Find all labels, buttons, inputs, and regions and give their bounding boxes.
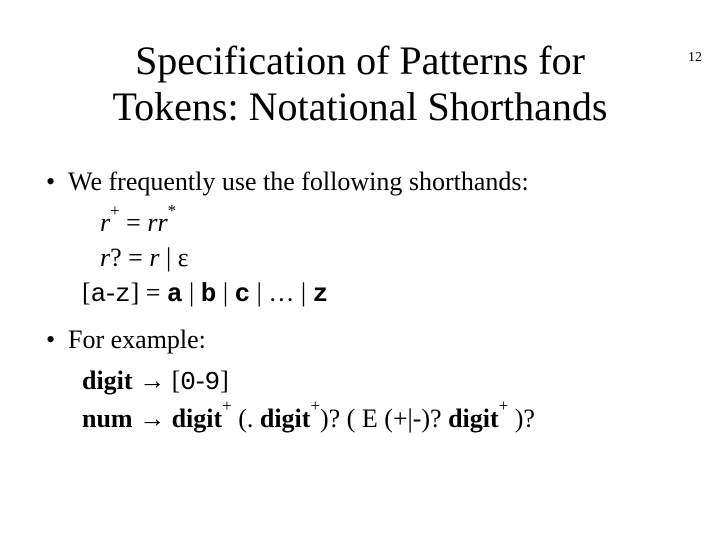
title-line-1: Specification of Patterns for — [135, 38, 585, 83]
star-sup: * — [168, 201, 176, 220]
plus-sup-3: + — [310, 396, 320, 415]
bullet-example-text: For example: — [68, 325, 206, 354]
r-var: r — [100, 208, 110, 237]
digit-name: digit — [82, 366, 133, 395]
shorthand-charclass: [a-z] = a | b | c | … | z — [46, 275, 674, 312]
lit-c: c — [235, 279, 251, 309]
e-part: )? ( E (+|-)? — [320, 404, 448, 433]
dash-2: - — [196, 366, 205, 395]
cc-z: z — [115, 279, 131, 309]
rbracket-2: ] — [220, 366, 229, 395]
dots: … — [268, 278, 294, 307]
slide: 12 Specification of Patterns for Tokens:… — [0, 38, 720, 540]
num-name: num — [82, 404, 133, 433]
plus-sup: + — [110, 201, 120, 220]
slide-body: We frequently use the following shorthan… — [46, 164, 674, 436]
cc-a: a — [91, 279, 107, 309]
bar-2: | — [183, 278, 201, 307]
digit-ref-2: digit — [260, 404, 311, 433]
dot-part: (. — [232, 404, 260, 433]
zero: 0 — [180, 367, 196, 397]
eq-2: = — [139, 278, 167, 307]
epsilon: ε — [178, 243, 189, 272]
bar-3: | — [216, 278, 234, 307]
lbracket: [ — [82, 278, 91, 307]
plus-sup-4: + — [499, 396, 509, 415]
page-number: 12 — [688, 50, 702, 66]
rbracket: ] — [131, 278, 140, 307]
r-var-2: r — [100, 243, 110, 272]
shorthand-rplus: r+ = rr* — [46, 205, 674, 240]
plus-sup-2: + — [222, 396, 232, 415]
bar-1: | — [159, 243, 177, 272]
nine: 9 — [205, 367, 221, 397]
cc-dash: - — [106, 278, 115, 307]
example-num: num → digit+ (. digit+)? ( E (+|-)? digi… — [46, 401, 674, 436]
eq-1: = — [120, 208, 148, 237]
lit-z: z — [313, 279, 329, 309]
close-part: )? — [508, 404, 535, 433]
lit-a: a — [167, 279, 183, 309]
title-line-2: Tokens: Notational Shorthands — [113, 84, 608, 129]
example-digit: digit → [0-9] — [46, 363, 674, 400]
bullet-shorthands-text: We frequently use the following shorthan… — [68, 167, 529, 196]
q-eq: ? = — [110, 243, 149, 272]
slide-title: Specification of Patterns for Tokens: No… — [40, 38, 680, 130]
lit-b: b — [201, 279, 217, 309]
bullet-shorthands: We frequently use the following shorthan… — [46, 164, 674, 199]
bar-5: | — [294, 278, 312, 307]
rr-var: rr — [147, 208, 167, 237]
shorthand-rquestion: r? = r | ε — [46, 240, 674, 275]
r-var-3: r — [149, 243, 159, 272]
arrow-2: → — [133, 404, 172, 433]
arrow-1: → — [133, 366, 172, 395]
digit-ref-1: digit — [172, 404, 223, 433]
digit-ref-3: digit — [448, 404, 499, 433]
bar-4: | — [250, 278, 268, 307]
bullet-example: For example: — [46, 322, 674, 357]
lbracket-2: [ — [172, 366, 181, 395]
